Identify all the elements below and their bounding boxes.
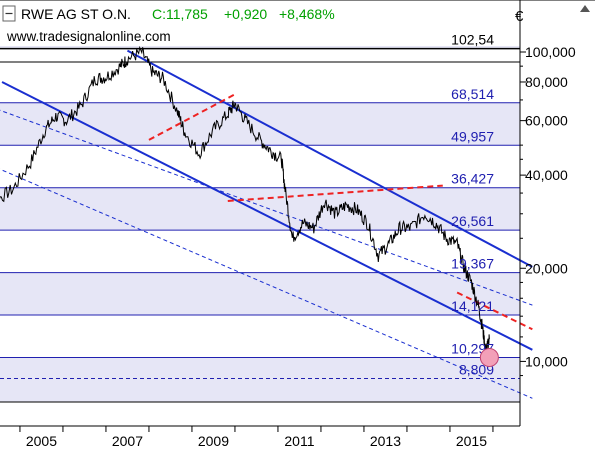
close-value: C:11,785 [152, 6, 208, 22]
y-tick-label: 40,000 [525, 167, 568, 183]
source-label: www.tradesignalonline.com [6, 29, 171, 44]
red-trend-line [148, 93, 236, 141]
red-trend-line [227, 184, 443, 202]
fib-level-label: 19,367 [451, 256, 494, 272]
fib-bands [0, 46, 520, 402]
change-percent: +8,468% [279, 6, 335, 22]
symbol-label: RWE AG ST O.N. [21, 6, 131, 22]
x-tick-label: 2015 [456, 433, 487, 449]
x-tick-label: 2011 [284, 433, 314, 449]
x-tick-label: 2005 [26, 433, 57, 449]
fib-band [0, 272, 520, 316]
y-tick-label: 80,000 [525, 74, 568, 90]
fib-level-label: 14,121 [451, 298, 494, 314]
lower-dashed-line [0, 168, 533, 399]
fib-band [0, 357, 520, 379]
fib-levels [0, 47, 520, 403]
highlight-marker [479, 347, 499, 367]
price-series [0, 45, 490, 354]
collapse-box-icon[interactable] [2, 5, 16, 22]
upper-channel-line [126, 49, 533, 268]
y-tick-label: 10,000 [525, 353, 568, 369]
price-line [0, 45, 490, 354]
fib-band [0, 46, 520, 49]
x-tick-label: 2013 [370, 433, 401, 449]
y-axis-ticks: 10,000 20,000 40,000 60,000 80,000 100,000 [520, 44, 576, 377]
fib-band [0, 378, 520, 402]
fib-level-label: 102,54 [451, 32, 494, 48]
y-tick-label: 100,000 [525, 44, 576, 60]
y-tick-label: 60,000 [525, 113, 568, 129]
x-tick-label: 2009 [198, 433, 229, 449]
chart-header: RWE AG ST O.N. C:11,785 +0,920 +8,468% €… [2, 5, 524, 44]
x-tick-label: 2007 [112, 433, 143, 449]
fib-level-label: 26,561 [451, 213, 494, 229]
highlight-circle [479, 347, 499, 367]
fib-level-label: 36,427 [451, 171, 494, 187]
x-axis-ticks: 2005 2007 2009 2011 2013 2015 [19, 426, 494, 449]
fib-level-label: 68,514 [451, 86, 494, 102]
fib-band [0, 187, 520, 231]
fib-level-label: 49,957 [451, 128, 494, 144]
trend-channels [0, 49, 533, 399]
middle-dashed-line [0, 109, 533, 306]
fib-level-labels: 102,54 68,514 49,957 36,427 26,561 19,367 14,1… [451, 32, 494, 378]
scroll-up-icon[interactable] [580, 5, 590, 12]
lower-channel-line [1, 81, 533, 351]
y-tick-label: 20,000 [525, 260, 568, 276]
red-trend-line [456, 291, 533, 331]
change-value: +0,920 [224, 6, 267, 22]
